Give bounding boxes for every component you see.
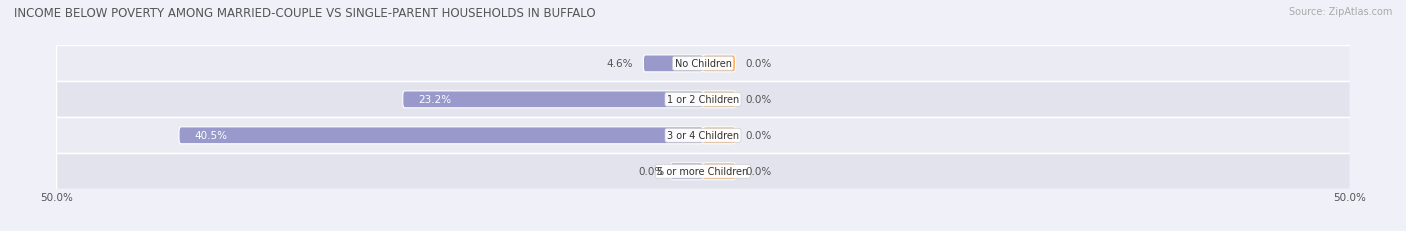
FancyBboxPatch shape [703, 56, 735, 73]
FancyBboxPatch shape [179, 127, 703, 144]
Bar [56, 46, 1350, 82]
Bar [56, 82, 1350, 118]
Text: 0.0%: 0.0% [745, 59, 772, 69]
FancyBboxPatch shape [703, 163, 735, 180]
Text: 5 or more Children: 5 or more Children [658, 167, 748, 176]
Text: 0.0%: 0.0% [745, 167, 772, 176]
Text: 0.0%: 0.0% [745, 95, 772, 105]
FancyBboxPatch shape [402, 91, 703, 108]
Text: Source: ZipAtlas.com: Source: ZipAtlas.com [1288, 7, 1392, 17]
FancyBboxPatch shape [703, 91, 735, 108]
Legend: Married Couples, Single Parents: Married Couples, Single Parents [586, 226, 820, 231]
Text: No Children: No Children [675, 59, 731, 69]
Text: 4.6%: 4.6% [606, 59, 633, 69]
Bar [56, 154, 1350, 189]
Text: 3 or 4 Children: 3 or 4 Children [666, 131, 740, 141]
Text: INCOME BELOW POVERTY AMONG MARRIED-COUPLE VS SINGLE-PARENT HOUSEHOLDS IN BUFFALO: INCOME BELOW POVERTY AMONG MARRIED-COUPL… [14, 7, 596, 20]
FancyBboxPatch shape [644, 56, 703, 73]
Text: 0.0%: 0.0% [745, 131, 772, 141]
FancyBboxPatch shape [703, 127, 735, 144]
Bar [56, 118, 1350, 154]
FancyBboxPatch shape [671, 163, 703, 180]
Text: 23.2%: 23.2% [419, 95, 451, 105]
Text: 0.0%: 0.0% [638, 167, 664, 176]
Text: 1 or 2 Children: 1 or 2 Children [666, 95, 740, 105]
Text: 40.5%: 40.5% [194, 131, 228, 141]
